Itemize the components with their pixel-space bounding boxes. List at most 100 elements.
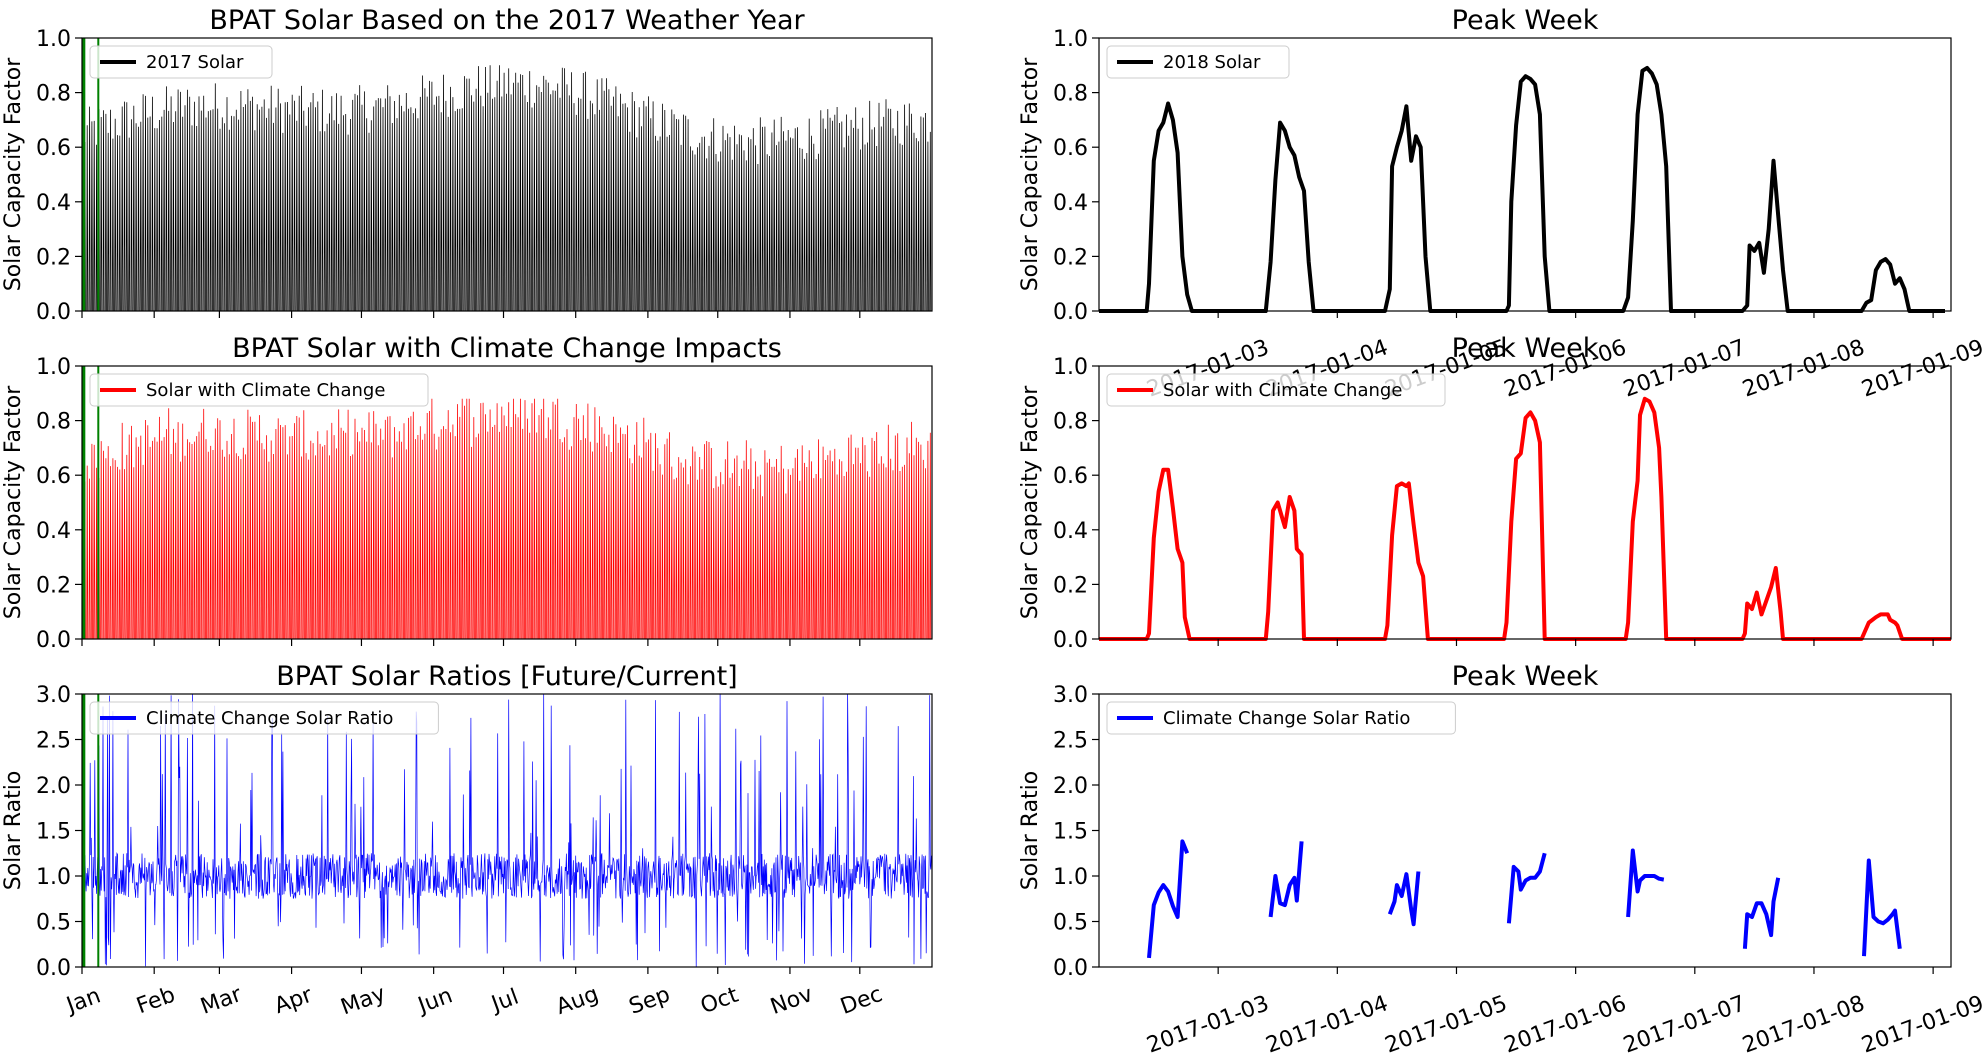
- y-tick-label: 0.6: [36, 136, 71, 161]
- panel-title: Peak Week: [1452, 333, 1599, 364]
- legend-box: [1106, 701, 1456, 735]
- panel-title: Peak Week: [1452, 5, 1599, 36]
- y-tick-label: 0.2: [1053, 573, 1088, 598]
- y-tick-label: 1.0: [1053, 355, 1088, 380]
- y-tick-label: 3.0: [1053, 683, 1088, 708]
- x-tick-label: 2017-01-08: [1739, 335, 1868, 402]
- x-tick-label: 2017-01-03: [1144, 991, 1273, 1055]
- y-tick-label: 0.6: [1053, 464, 1088, 489]
- series-line-solar-with-climate-change: [82, 398, 932, 639]
- legend-label: Climate Change Solar Ratio: [146, 708, 393, 729]
- legend-box: [89, 701, 439, 735]
- series-line: [1506, 852, 1547, 924]
- y-tick-label: 1.0: [36, 355, 71, 380]
- y-tick-label: 1.0: [36, 27, 71, 52]
- x-tick-label: Sep: [626, 982, 674, 1020]
- legend: Climate Change Solar Ratio: [1106, 701, 1456, 735]
- y-axis-label: Solar Capacity Factor: [1018, 57, 1043, 291]
- y-tick-label: 0.4: [1053, 519, 1088, 544]
- legend-box: [1106, 45, 1290, 79]
- legend-label: 2018 Solar: [1163, 52, 1261, 73]
- x-tick-label: Mar: [197, 982, 245, 1020]
- y-tick-label: 0.0: [36, 628, 71, 653]
- y-axis-label: Solar Capacity Factor: [1018, 385, 1043, 619]
- x-tick-label: 2017-01-04: [1263, 991, 1392, 1055]
- legend-label: Climate Change Solar Ratio: [1163, 708, 1410, 729]
- y-tick-label: 0.6: [36, 464, 71, 489]
- panel-title: BPAT Solar Based on the 2017 Weather Yea…: [209, 5, 805, 36]
- series-group: [82, 694, 932, 967]
- legend-box: [1106, 373, 1446, 407]
- y-axis-label: Solar Capacity Factor: [1, 385, 26, 619]
- y-tick-label: 2.5: [1053, 729, 1088, 754]
- x-tick-label: Jun: [413, 983, 456, 1019]
- axes-frame: [81, 365, 933, 640]
- y-axis-label: Solar Capacity Factor: [1, 57, 26, 291]
- axes-frame: [81, 37, 933, 312]
- legend: 2018 Solar: [1106, 45, 1290, 79]
- legend: 2017 Solar: [89, 45, 273, 79]
- x-tick-label: 2017-01-08: [1739, 991, 1868, 1055]
- y-tick-label: 0.4: [36, 519, 71, 544]
- y-tick-label: 0.6: [1053, 136, 1088, 161]
- x-tick-label: 2017-01-07: [1620, 991, 1749, 1055]
- y-tick-label: 0.0: [1053, 300, 1088, 325]
- x-tick-label: 2017-01-05: [1382, 991, 1511, 1055]
- x-tick-label: 2017-01-09: [1859, 335, 1988, 402]
- legend-label: 2017 Solar: [146, 52, 244, 73]
- series-line-climate-change-solar-ratio: [82, 694, 932, 967]
- y-tick-label: 0.5: [1053, 911, 1088, 936]
- panel-title: BPAT Solar Ratios [Future/Current]: [276, 661, 737, 692]
- series-line: [1268, 841, 1304, 918]
- series-line: [1387, 871, 1421, 927]
- y-tick-label: 0.8: [36, 410, 71, 435]
- x-tick-label: Dec: [837, 982, 886, 1020]
- series-line: [1099, 66, 1945, 313]
- y-tick-label: 1.5: [36, 820, 71, 845]
- y-tick-label: 0.8: [1053, 82, 1088, 107]
- y-tick-label: 0.0: [36, 300, 71, 325]
- series-group: [82, 366, 932, 639]
- y-tick-label: 0.2: [1053, 245, 1088, 270]
- legend: Climate Change Solar Ratio: [89, 701, 439, 735]
- y-tick-label: 0.4: [36, 191, 71, 216]
- series-line-2017-solar: [82, 65, 932, 311]
- series-line: [1862, 858, 1902, 957]
- axes-frame: [1098, 693, 1952, 968]
- series-line: [1626, 848, 1665, 918]
- x-tick-label: 2017-01-09: [1859, 991, 1988, 1055]
- legend: Solar with Climate Change: [89, 373, 429, 407]
- y-tick-label: 2.5: [36, 729, 71, 754]
- y-tick-label: 0.0: [1053, 956, 1088, 981]
- x-tick-label: Apr: [271, 982, 316, 1019]
- y-tick-label: 0.4: [1053, 191, 1088, 216]
- legend-label: Solar with Climate Change: [146, 380, 385, 401]
- y-axis-label: Solar Ratio: [1, 771, 26, 891]
- y-tick-label: 1.0: [1053, 865, 1088, 890]
- axes-frame: [1098, 365, 1952, 640]
- series-group: [82, 38, 932, 311]
- legend: Solar with Climate Change: [1106, 373, 1446, 407]
- y-tick-label: 2.0: [1053, 774, 1088, 799]
- x-tick-label: Jan: [62, 983, 104, 1019]
- x-tick-label: 2017-01-06: [1501, 991, 1630, 1055]
- y-tick-label: 2.0: [36, 774, 71, 799]
- legend-box: [89, 373, 429, 407]
- x-tick-label: Jul: [487, 985, 522, 1018]
- y-tick-label: 0.0: [36, 956, 71, 981]
- y-tick-label: 1.0: [1053, 27, 1088, 52]
- x-tick-label: 2017-01-07: [1620, 335, 1749, 402]
- y-tick-label: 0.2: [36, 573, 71, 598]
- axes-frame: [1098, 37, 1952, 312]
- x-tick-label: May: [338, 981, 389, 1020]
- y-axis-label: Solar Ratio: [1018, 771, 1043, 891]
- y-tick-label: 0.8: [36, 82, 71, 107]
- y-tick-label: 0.8: [1053, 410, 1088, 435]
- y-tick-label: 1.5: [1053, 820, 1088, 845]
- panel-title: Peak Week: [1452, 661, 1599, 692]
- series-line: [1147, 839, 1190, 959]
- legend-label: Solar with Climate Change: [1163, 380, 1402, 401]
- y-tick-label: 1.0: [36, 865, 71, 890]
- y-tick-label: 0.5: [36, 911, 71, 936]
